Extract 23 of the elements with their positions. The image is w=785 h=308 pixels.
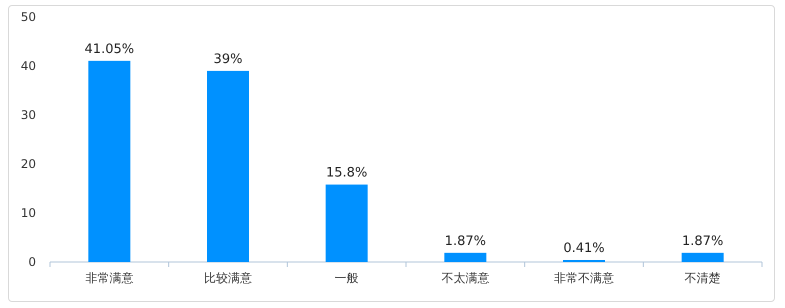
x-tick-label: 比较满意 <box>204 271 252 285</box>
bar <box>326 184 368 262</box>
data-label: 1.87% <box>682 234 724 249</box>
x-tick-label: 一般 <box>334 271 359 285</box>
x-tick-label: 不太满意 <box>441 271 490 285</box>
data-label: 1.87% <box>444 234 486 249</box>
x-tick-label: 非常不满意 <box>554 271 614 285</box>
y-tick-label: 20 <box>20 157 36 171</box>
data-label: 15.8% <box>326 166 368 181</box>
y-tick-label: 40 <box>20 59 36 73</box>
bar <box>682 252 724 262</box>
y-tick-label: 30 <box>20 108 36 122</box>
data-label: 41.05% <box>84 42 134 57</box>
data-label: 39% <box>214 52 242 67</box>
x-tick-label: 非常满意 <box>85 271 134 285</box>
y-tick-label: 0 <box>28 255 36 269</box>
bar <box>88 60 130 262</box>
bar <box>207 70 249 262</box>
y-tick-label: 50 <box>20 10 36 24</box>
data-label: 0.41% <box>563 240 605 256</box>
y-tick-label: 10 <box>20 206 36 220</box>
x-tick-label: 不清楚 <box>684 271 721 285</box>
bar <box>444 252 486 262</box>
